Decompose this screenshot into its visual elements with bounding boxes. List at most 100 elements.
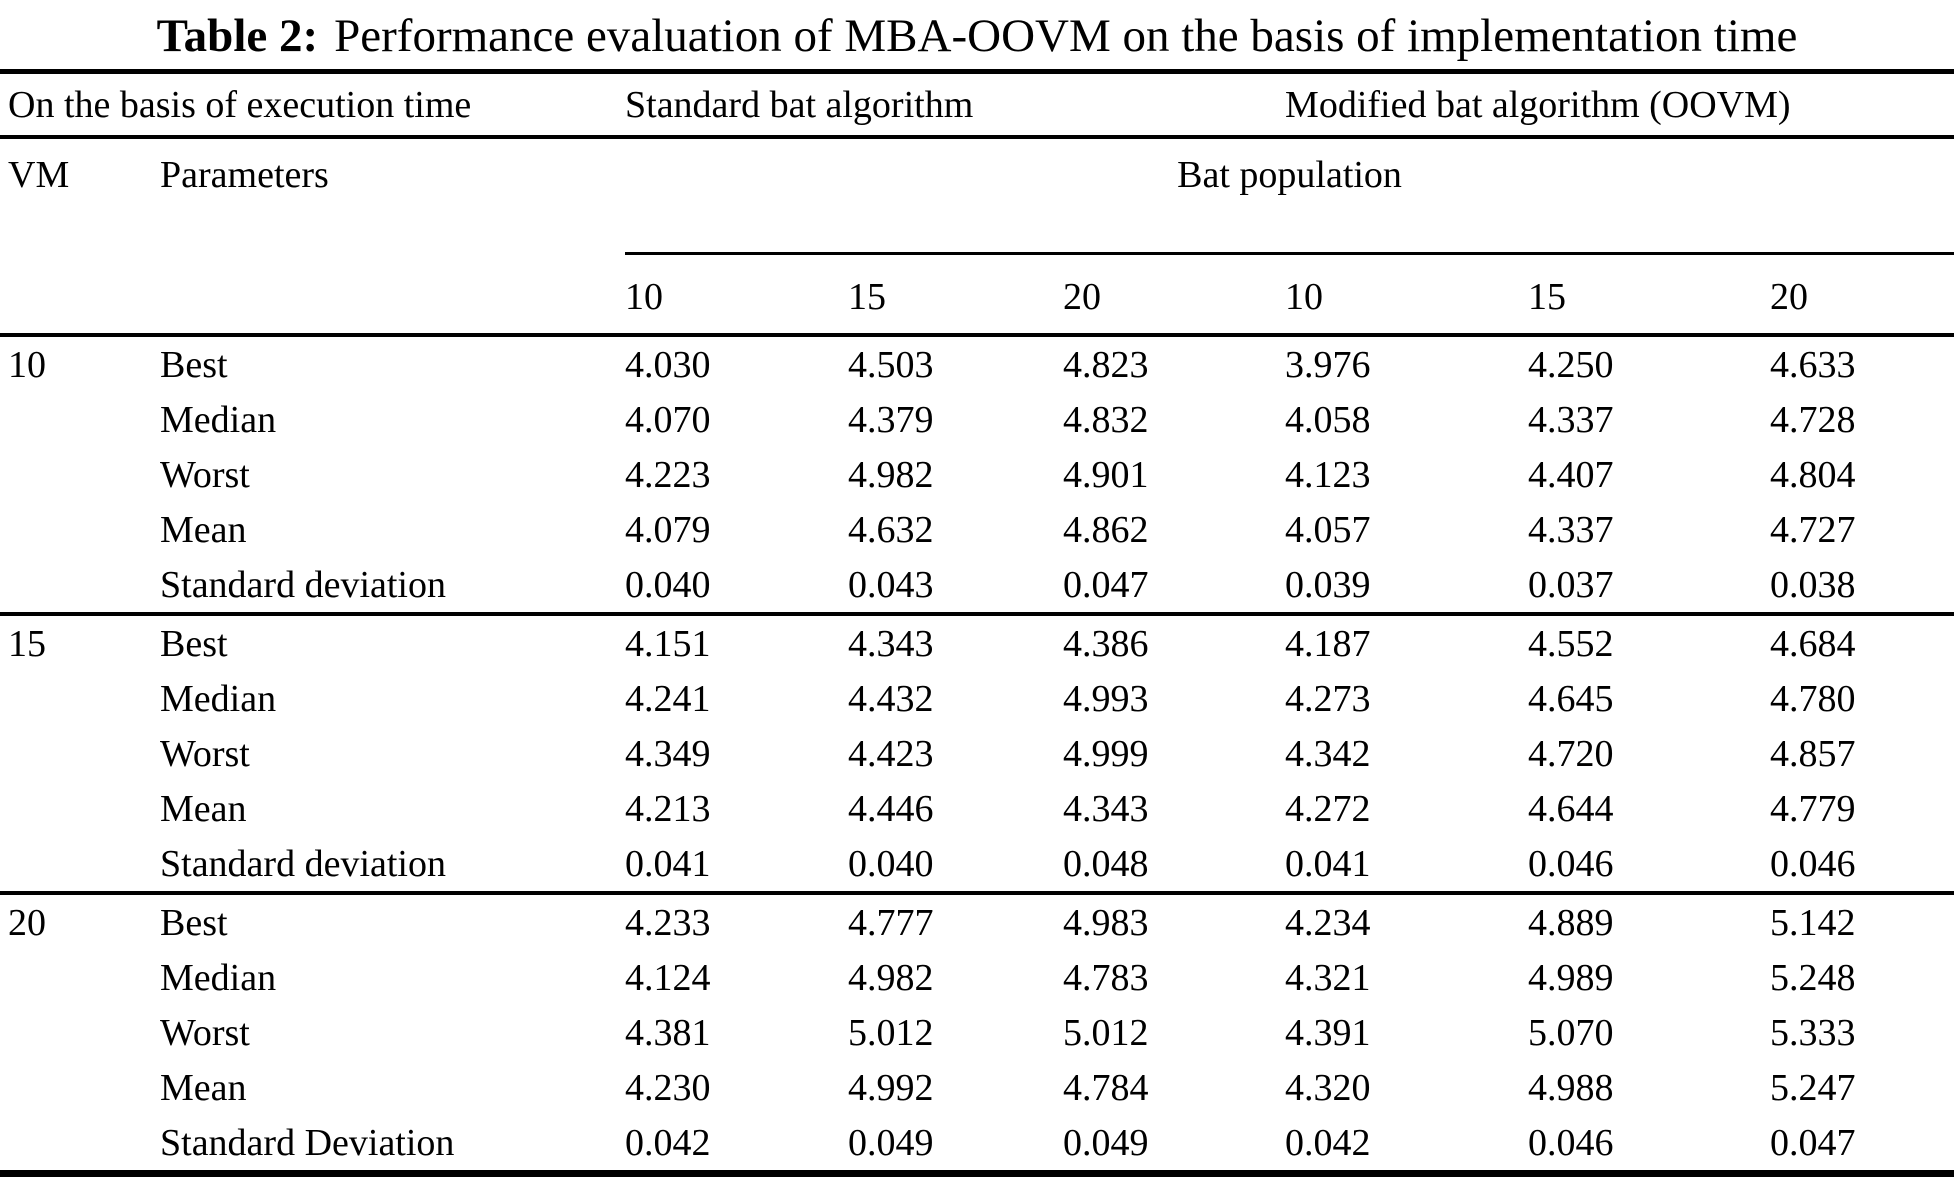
header-modified-bat-algorithm: Modified bat algorithm (OOVM): [1285, 71, 1954, 139]
value-cell: 4.343: [1063, 787, 1149, 830]
vm-cell: 10: [8, 343, 46, 386]
value-cell: 4.889: [1528, 891, 1771, 950]
vm-cell-empty: [0, 781, 152, 836]
value-cell: 4.633: [1770, 343, 1856, 386]
param-cell: Mean: [160, 1066, 247, 1109]
value-cell: 4.213: [625, 787, 711, 830]
value-cell: 4.250: [1528, 343, 1614, 386]
value-cell: 0.046: [1528, 1115, 1771, 1177]
vm-cell-empty: [0, 726, 152, 781]
value-cell: 5.248: [1770, 956, 1856, 999]
value-cell: 0.047: [1770, 1115, 1954, 1177]
value-cell: 4.552: [1528, 612, 1771, 671]
table-caption-text: Performance evaluation of MBA-OOVM on th…: [334, 10, 1798, 62]
value-cell: 5.142: [1770, 891, 1954, 950]
value-cell: 4.386: [1063, 612, 1286, 671]
spacer-cell: [0, 253, 152, 337]
value-cell: 0.049: [848, 1115, 1063, 1177]
vm-cell-empty: [0, 557, 152, 614]
table-row: 15 Best 4.151 4.343 4.386 4.187 4.552 4.…: [0, 612, 1954, 671]
param-cell: Worst: [160, 453, 250, 496]
header-bat-population: Bat population: [625, 137, 1954, 255]
vm-cell: 20: [0, 891, 152, 950]
value-cell: 0.043: [848, 563, 934, 606]
table-caption-label: Table 2:: [156, 10, 319, 62]
value-cell: 4.446: [848, 787, 934, 830]
value-cell: 5.333: [1770, 1011, 1856, 1054]
population-col-header: 20: [1063, 253, 1286, 337]
spacer-cell: [152, 253, 625, 337]
value-cell: 4.988: [1528, 1066, 1614, 1109]
value-cell: 4.644: [1528, 787, 1614, 830]
value-cell: 4.779: [1770, 787, 1856, 830]
value-cell: 4.645: [1528, 677, 1614, 720]
value-cell: 4.993: [1063, 677, 1149, 720]
value-cell: 4.432: [848, 677, 934, 720]
table-row: Standard deviation 0.041 0.040 0.048 0.0…: [0, 836, 1954, 893]
param-cell: Best: [152, 612, 625, 671]
value-cell: 4.832: [1063, 398, 1149, 441]
value-cell: 4.780: [1770, 677, 1856, 720]
param-cell: Best: [152, 891, 625, 950]
value-cell: 0.040: [848, 842, 934, 885]
table-row: 20 Best 4.233 4.777 4.983 4.234 4.889 5.…: [0, 891, 1954, 950]
param-cell: Median: [160, 677, 277, 720]
value-cell: 4.983: [1063, 891, 1286, 950]
value-cell: 4.223: [625, 453, 711, 496]
value-cell: 4.057: [1285, 508, 1371, 551]
value-cell: 0.048: [1063, 842, 1149, 885]
value-cell: 4.230: [625, 1066, 711, 1109]
table-row: Standard deviation 0.040 0.043 0.047 0.0…: [0, 557, 1954, 614]
population-col-header: 15: [848, 253, 1063, 337]
value-cell: 4.079: [625, 508, 711, 551]
performance-table: On the basis of execution time Standard …: [0, 69, 1954, 1177]
table-row: Standard Deviation 0.042 0.049 0.049 0.0…: [0, 1115, 1954, 1177]
vm-cell: 15: [0, 612, 152, 671]
param-cell: Best: [160, 343, 228, 386]
value-cell: 4.804: [1770, 453, 1856, 496]
value-cell: 4.337: [1528, 508, 1614, 551]
table-row: Mean 4.230 4.992 4.784 4.320 4.988 5.247: [0, 1060, 1954, 1115]
value-cell: 0.046: [1528, 842, 1614, 885]
table-row: Mean 4.213 4.446 4.343 4.272 4.644 4.779: [0, 781, 1954, 836]
value-cell: 5.247: [1770, 1066, 1856, 1109]
value-cell: 4.349: [625, 732, 711, 775]
header-standard-bat-algorithm: Standard bat algorithm: [625, 71, 1286, 139]
value-cell: 4.187: [1285, 612, 1529, 671]
value-cell: 4.727: [1770, 508, 1856, 551]
value-cell: 4.070: [625, 398, 711, 441]
table-row: Worst 4.381 5.012 5.012 4.391 5.070 5.33…: [0, 1005, 1954, 1060]
value-cell: 4.777: [848, 891, 1063, 950]
value-cell: 0.041: [1285, 842, 1371, 885]
header-vm: VM: [8, 154, 70, 196]
param-cell: Worst: [160, 1011, 250, 1054]
value-cell: 4.901: [1063, 453, 1149, 496]
value-cell: 4.783: [1063, 956, 1149, 999]
value-cell: 4.343: [848, 612, 1063, 671]
table-caption: Table 2: Performance evaluation of MBA-OO…: [0, 0, 1954, 69]
table-row: Worst 4.223 4.982 4.901 4.123 4.407 4.80…: [0, 447, 1954, 502]
value-cell: 4.989: [1528, 956, 1614, 999]
value-cell: 4.342: [1285, 732, 1371, 775]
value-cell: 4.123: [1285, 453, 1371, 496]
value-cell: 4.423: [848, 732, 934, 775]
value-cell: 0.049: [1063, 1115, 1286, 1177]
value-cell: 4.503: [848, 343, 934, 386]
value-cell: 4.720: [1528, 732, 1614, 775]
value-cell: 4.241: [625, 677, 711, 720]
value-cell: 4.862: [1063, 508, 1149, 551]
value-cell: 0.038: [1770, 563, 1856, 606]
value-cell: 4.684: [1770, 612, 1954, 671]
population-col-header: 20: [1770, 253, 1954, 337]
value-cell: 3.976: [1285, 343, 1371, 386]
value-cell: 4.321: [1285, 956, 1371, 999]
header-parameters: Parameters: [160, 154, 329, 196]
value-cell: 4.273: [1285, 677, 1371, 720]
header-row-spanner: VM Parameters Bat population: [0, 137, 1954, 255]
header-row-populations: 10 15 20 10 15 20: [0, 253, 1954, 337]
param-cell: Mean: [160, 787, 247, 830]
value-cell: 4.151: [625, 612, 848, 671]
population-col-header: 10: [1285, 253, 1529, 337]
table-row: 10 Best 4.030 4.503 4.823 3.976 4.250 4.…: [0, 335, 1954, 392]
value-cell: 0.041: [625, 842, 711, 885]
